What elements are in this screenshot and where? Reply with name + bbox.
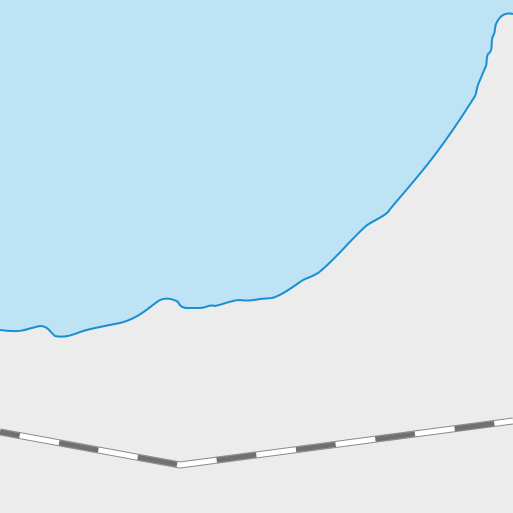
railway-dashes [0, 418, 513, 468]
shoreline [0, 12, 513, 338]
railway [0, 417, 513, 469]
water-body [0, 0, 513, 337]
